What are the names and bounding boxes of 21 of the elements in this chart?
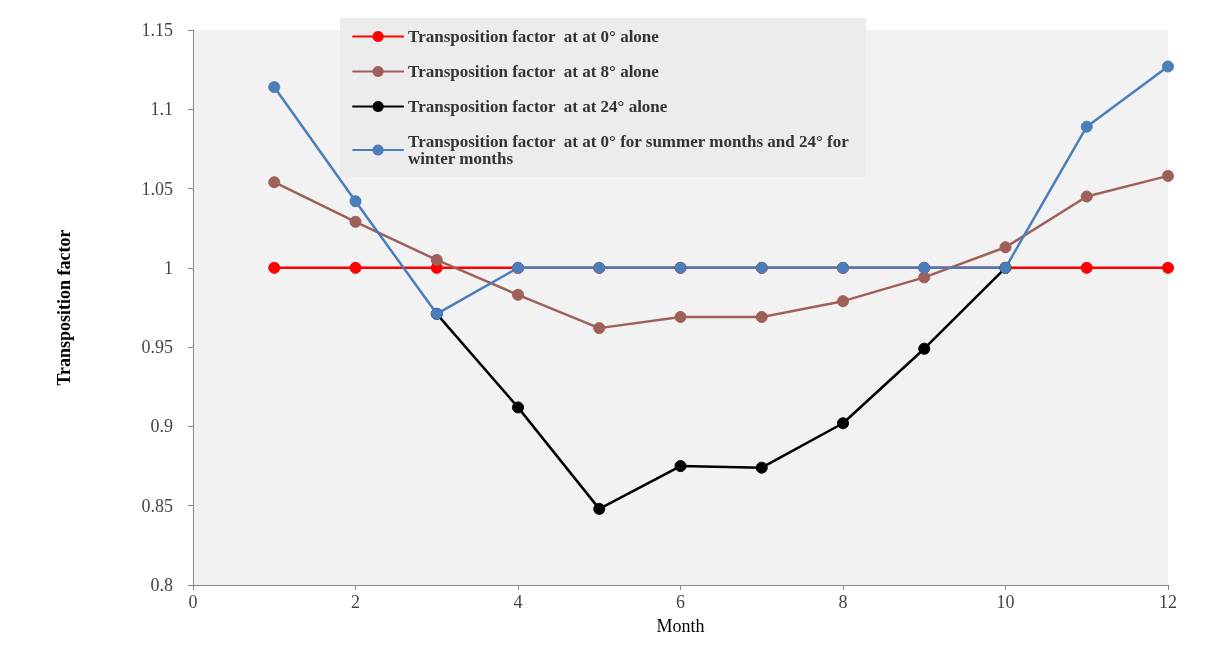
x-tick-label: 0	[188, 592, 198, 612]
y-tick-label: 0.9	[150, 416, 173, 437]
y-tick-label: 1	[164, 257, 173, 278]
legend-label: Transposition factor at at 24° alone	[408, 97, 668, 116]
x-axis-title: Month	[656, 616, 705, 636]
y-axis-title: Transposition factor	[54, 229, 74, 386]
y-tick-label: 1.15	[141, 20, 173, 40]
legend-label: Transposition factor at at 8° alone	[408, 62, 660, 81]
y-tick-label: 0.85	[141, 495, 173, 516]
x-tick-label: 2	[351, 592, 360, 612]
x-tick-label: 10	[996, 592, 1015, 612]
y-tick-label: 1.1	[150, 99, 173, 120]
x-tick-label: 12	[1159, 592, 1177, 612]
y-tick-label: 0.95	[141, 337, 173, 358]
y-tick-label: 1.05	[141, 178, 173, 199]
legend-label: Transposition factor at at 0° for summer months and 24° for winter months	[408, 132, 853, 168]
legend-label: Transposition factor at at 0° alone	[408, 27, 660, 46]
y-tick-label: 0.8	[150, 575, 173, 595]
x-tick-label: 4	[513, 592, 523, 612]
x-tick-label: 6	[676, 592, 685, 612]
x-tick-label: 8	[838, 592, 848, 612]
